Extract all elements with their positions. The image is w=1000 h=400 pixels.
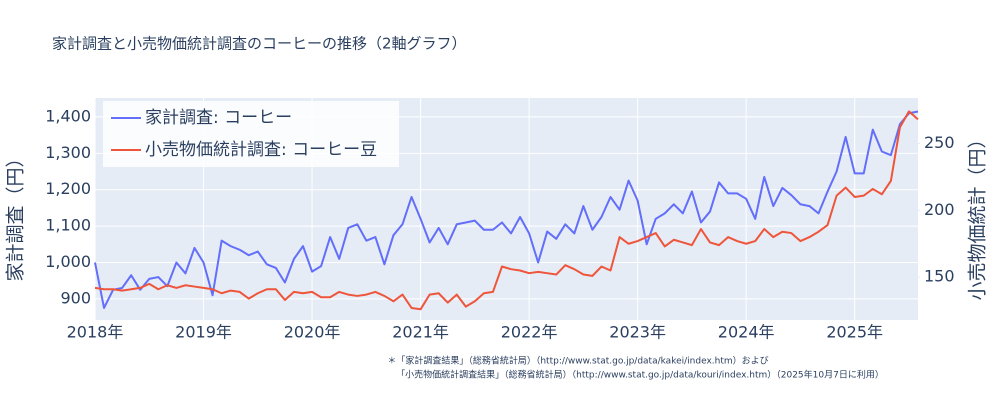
y2-tick-label: 200 [924,200,955,219]
y-tick-label: 1,100 [45,216,91,235]
y-tick-label: 1,300 [45,143,91,162]
footnote: ＊「家計調査結果」（総務省統計局）（http://www.stat.go.jp/… [387,355,768,367]
line-series [94,110,919,309]
y-tick-label: 1,400 [45,106,91,125]
legend-box [103,101,399,167]
chart-title: 家計調査と小売物価統計調査のコーヒーの推移（2軸グラフ） [52,35,467,53]
legend-label: 小売物価統計調査: コーヒー豆 [145,140,377,160]
x-tick-label: 2019年 [175,323,232,342]
y-tick-label: 1,200 [45,179,91,198]
y-axis-title: 家計調査（円） [5,148,27,281]
line-series [94,110,919,311]
x-tick-label: 2025年 [826,323,883,342]
legend-label: 家計調査: コーヒー [145,108,292,128]
y-tick-label: 900 [60,288,91,307]
x-tick-label: 2022年 [501,323,558,342]
y2-tick-label: 150 [924,267,955,286]
x-tick-label: 2020年 [284,323,341,342]
footnote: 「小売物価統計調査結果」（総務省統計局）（http://www.stat.go.… [396,369,884,381]
y2-tick-label: 250 [924,133,955,152]
y-tick-label: 1,000 [45,252,91,271]
x-tick-label: 2018年 [67,323,124,342]
x-tick-label: 2023年 [609,323,666,342]
y2-axis-title: 小売物価統計（円） [967,129,989,300]
x-tick-label: 2021年 [392,323,449,342]
x-tick-label: 2024年 [718,323,775,342]
